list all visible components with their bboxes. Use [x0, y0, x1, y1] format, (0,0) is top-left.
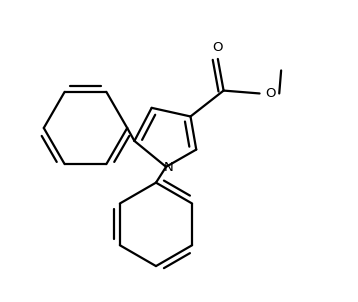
- Text: O: O: [213, 41, 223, 54]
- Text: O: O: [265, 87, 276, 100]
- Text: N: N: [164, 161, 174, 174]
